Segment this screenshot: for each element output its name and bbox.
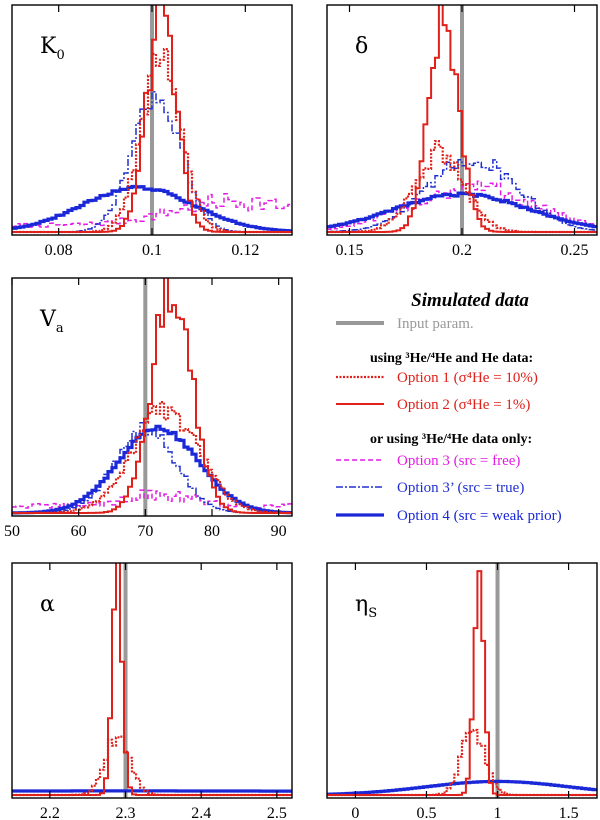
histogram-opt4: [327, 779, 597, 796]
legend-opt3p-label: Option 3’ (src = true): [397, 480, 524, 496]
panel-K0: 0.08 0.1 0.12 K0: [11, 4, 293, 259]
x-tick-label: 2.5: [267, 805, 287, 820]
x-tick-label: 2.3: [116, 805, 136, 820]
panel-frame: [11, 277, 293, 517]
x-tick-label: 0.12: [231, 242, 259, 259]
panel-Va-series: [12, 278, 292, 516]
histogram-opt2: [12, 278, 292, 514]
x-tick-label: 0.15: [336, 242, 364, 259]
panel-label-Va: Va: [39, 307, 64, 336]
legend-opt2-label: Option 2 (σ⁴He = 1%): [397, 397, 530, 413]
panel-etaS-series: [327, 563, 597, 798]
panel-label-etaS: ηS: [355, 592, 377, 621]
histogram-opt3: [327, 180, 597, 230]
histogram-opt2: [327, 5, 597, 233]
histogram-opt2: [12, 5, 292, 233]
x-tick-label: 0.1: [142, 242, 162, 259]
panel-subscript: S: [368, 606, 377, 621]
histogram-opt1: [12, 735, 292, 797]
panel-K0-series: [12, 5, 292, 235]
panel-alpha-series: [12, 563, 292, 798]
panel-Va: 50 60 70 80 90 Va: [4, 277, 293, 540]
panel-subscript: a: [56, 321, 64, 336]
x-tick-label: 70: [137, 523, 153, 540]
x-tick-label: 0.08: [45, 242, 73, 259]
histogram-opt1: [12, 48, 292, 234]
x-tick-label: 60: [71, 523, 87, 540]
legend-opt3-label: Option 3 (src = free): [397, 453, 520, 469]
x-tick-label: 0.25: [561, 242, 589, 259]
panel-subscript: 0: [56, 48, 64, 63]
x-tick-label: 2.2: [40, 805, 60, 820]
legend-opt4-label: Option 4 (src = weak prior): [397, 508, 562, 524]
histogram-opt4: [327, 191, 597, 229]
histogram-opt3p: [12, 421, 292, 514]
x-tick-label: 1: [494, 805, 502, 820]
panel-etaS: 0 0.5 1 1.5 ηS: [326, 562, 598, 820]
histogram-opt4: [12, 424, 292, 515]
legend-title: Simulated data: [411, 290, 529, 311]
legend: Simulated data Input param. using ³He/⁴H…: [336, 290, 562, 524]
plot-panels: 0.08 0.1 0.12 K0 0.15 0.2 0.25 δ 50 60 70 80 90 Va 2.2…: [4, 4, 598, 820]
legend-heading-1: using ³He/⁴He and He data:: [370, 351, 533, 366]
x-tick-label: 90: [271, 523, 287, 540]
panel-alpha: 2.2 2.3 2.4 2.5 α: [11, 562, 293, 820]
x-tick-label: 0.2: [452, 242, 472, 259]
panel-label-K0: K0: [40, 34, 65, 63]
histogram-opt2: [327, 570, 597, 796]
histogram-opt4: [12, 184, 292, 233]
panel-label-alpha: α: [40, 592, 55, 617]
x-tick-label: 2.4: [191, 805, 211, 820]
panel-delta: 0.15 0.2 0.25 δ: [326, 4, 598, 259]
histogram-opt1: [12, 401, 292, 515]
legend-input-label: Input param.: [397, 316, 474, 332]
x-tick-label: 1.5: [559, 805, 579, 820]
x-tick-label: 50: [4, 523, 20, 540]
histogram-opt3: [12, 192, 292, 228]
panel-delta-series: [327, 5, 597, 235]
panel-label-delta: δ: [355, 34, 368, 59]
panel-frame: [11, 562, 293, 799]
histogram-opt2: [12, 563, 292, 796]
x-tick-label: 0: [351, 805, 359, 820]
panel-frame: [326, 562, 598, 799]
legend-heading-2: or using ³He/⁴He data only:: [370, 432, 532, 447]
legend-opt1-label: Option 1 (σ⁴He = 10%): [397, 370, 538, 386]
x-tick-label: 0.5: [416, 805, 436, 820]
x-tick-label: 80: [204, 523, 220, 540]
